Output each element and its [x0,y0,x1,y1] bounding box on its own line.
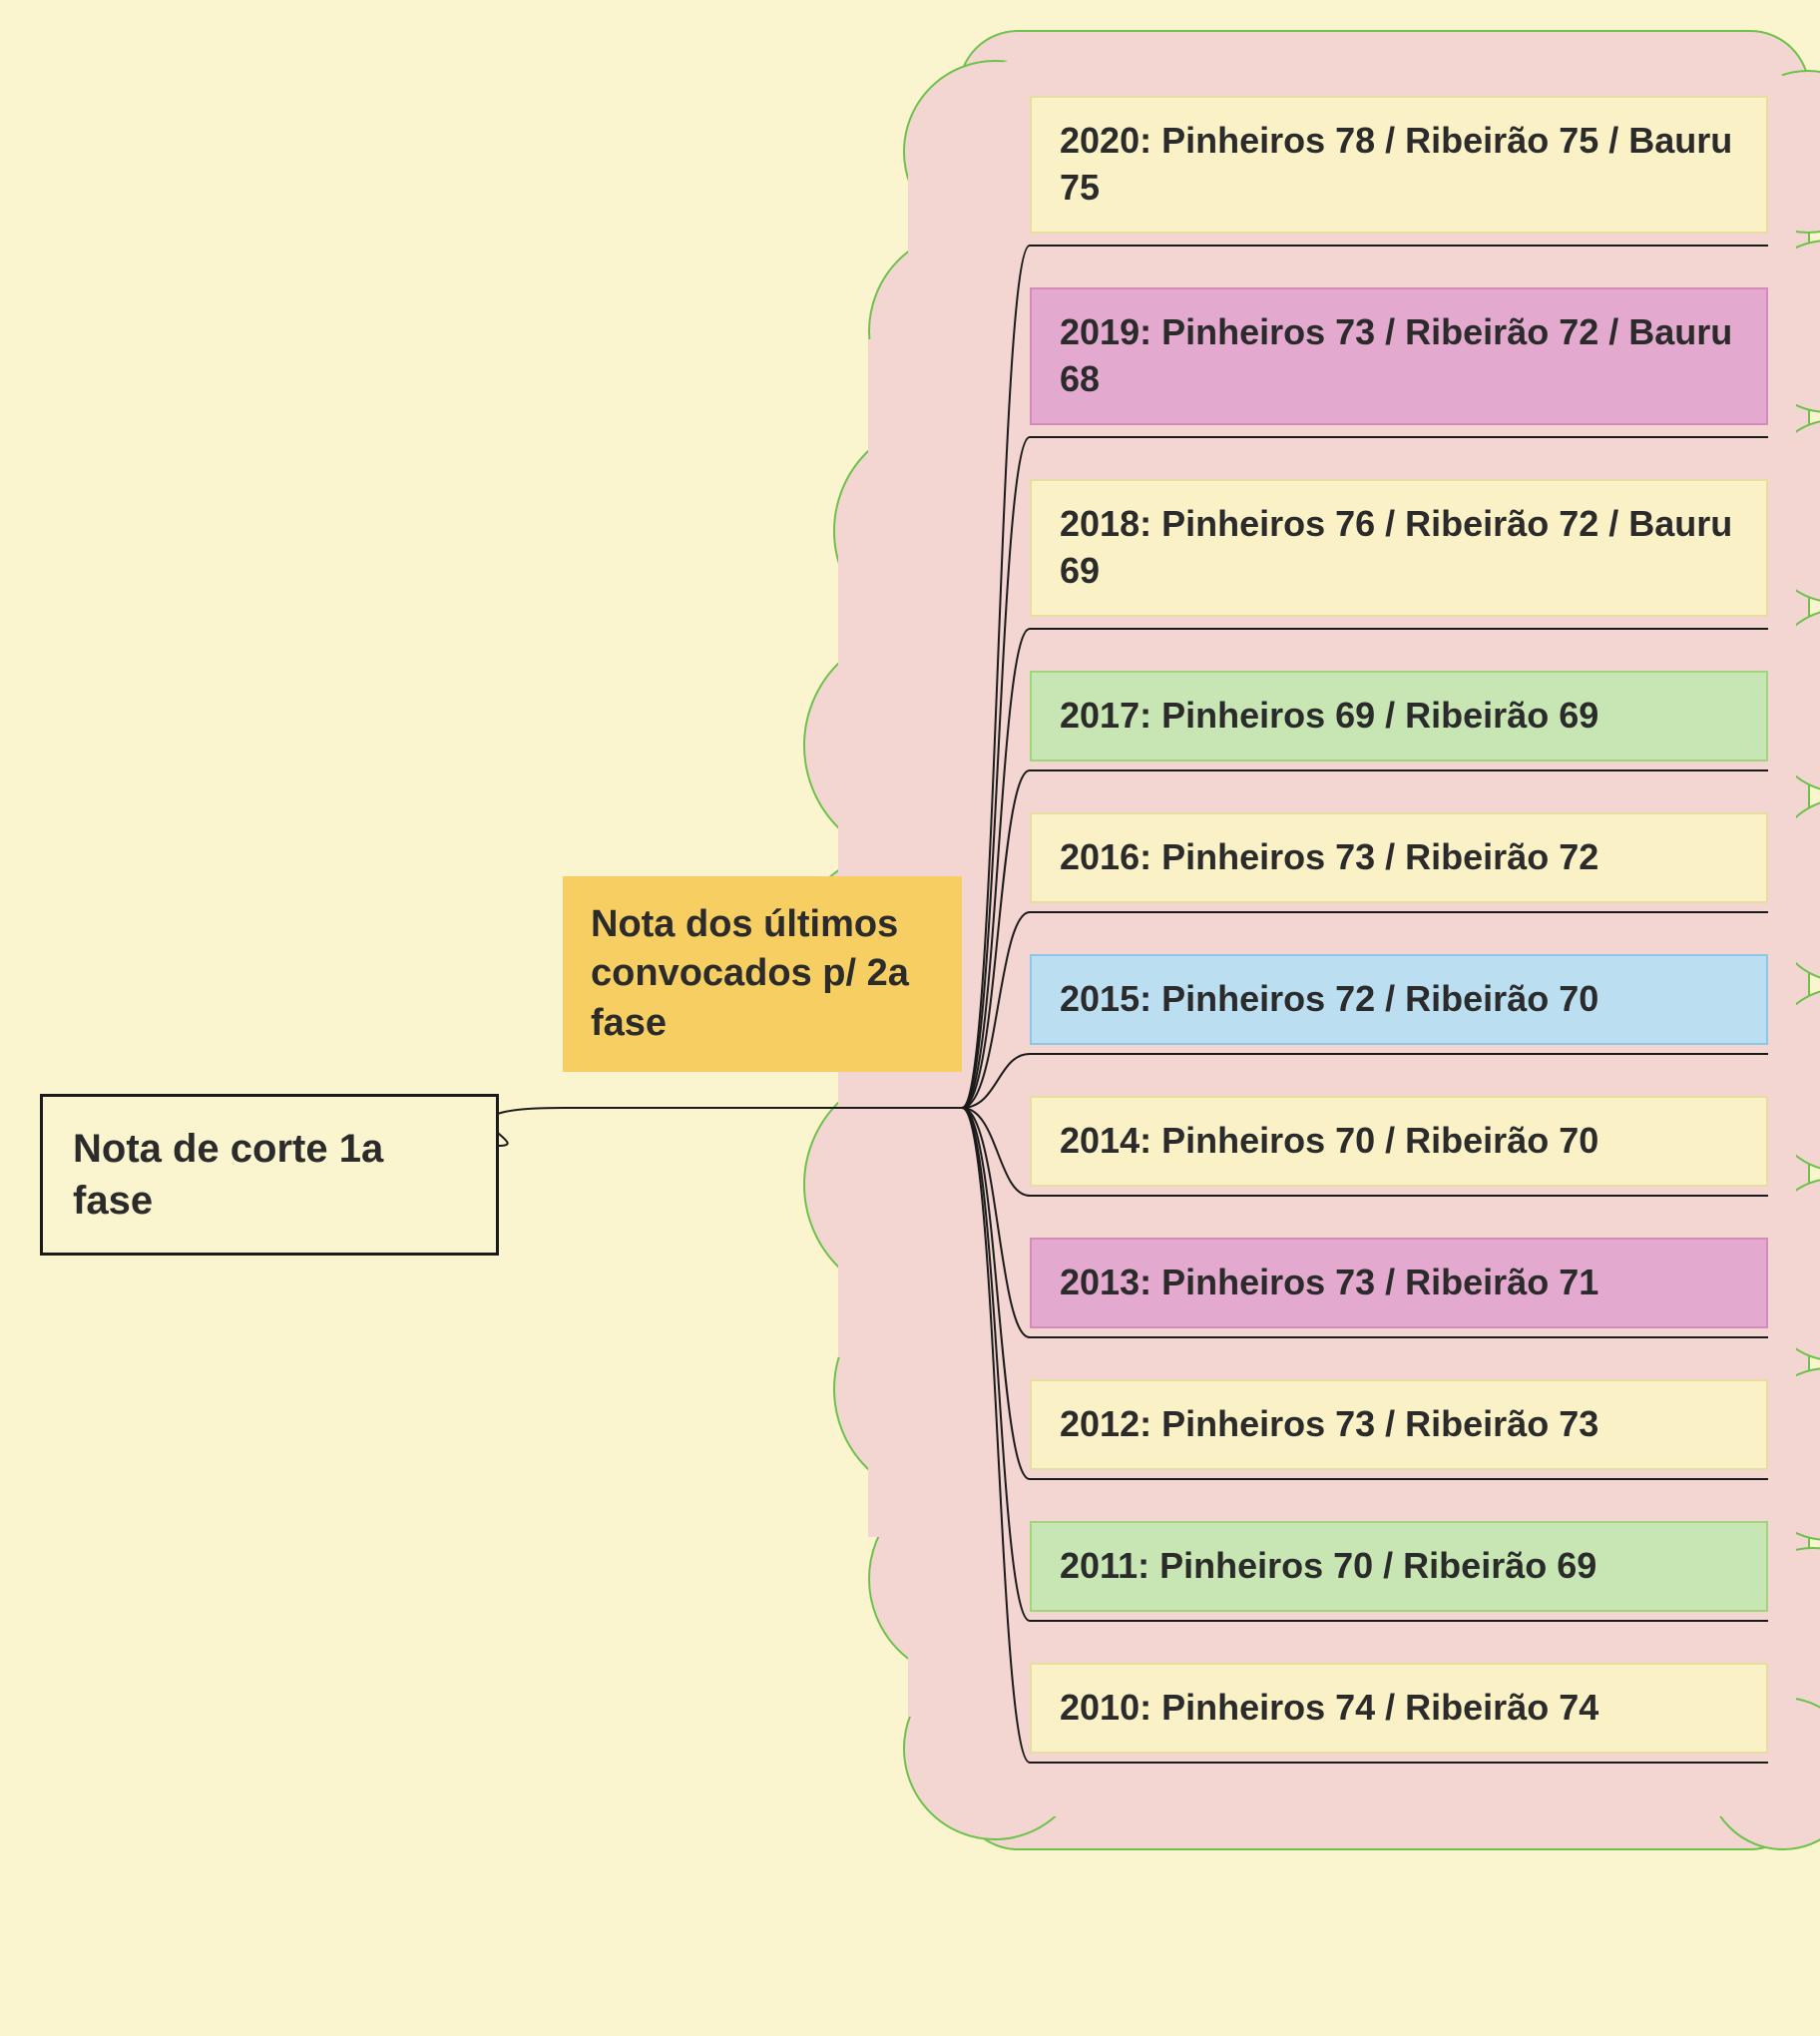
leaf-2012[interactable]: 2012: Pinheiros 73 / Ribeirão 73 [1030,1379,1768,1470]
leaf-2011[interactable]: 2011: Pinheiros 70 / Ribeirão 69 [1030,1521,1768,1612]
leaf-2013[interactable]: 2013: Pinheiros 73 / Ribeirão 71 [1030,1238,1768,1328]
mindmap-canvas: Nota de corte 1a fase Nota dos últimos c… [0,0,1820,2036]
leaf-2019[interactable]: 2019: Pinheiros 73 / Ribeirão 72 / Bauru… [1030,287,1768,425]
leaf-2010[interactable]: 2010: Pinheiros 74 / Ribeirão 74 [1030,1663,1768,1754]
leaf-2020[interactable]: 2020: Pinheiros 78 / Ribeirão 75 / Bauru… [1030,96,1768,234]
root-node[interactable]: Nota de corte 1a fase [40,1094,499,1256]
leaf-2015[interactable]: 2015: Pinheiros 72 / Ribeirão 70 [1030,954,1768,1045]
leaf-2016[interactable]: 2016: Pinheiros 73 / Ribeirão 72 [1030,812,1768,903]
leaf-2018[interactable]: 2018: Pinheiros 76 / Ribeirão 72 / Bauru… [1030,479,1768,617]
leaf-2017[interactable]: 2017: Pinheiros 69 / Ribeirão 69 [1030,671,1768,762]
leaf-2014[interactable]: 2014: Pinheiros 70 / Ribeirão 70 [1030,1096,1768,1187]
mid-node[interactable]: Nota dos últimos convocados p/ 2a fase [563,876,962,1072]
